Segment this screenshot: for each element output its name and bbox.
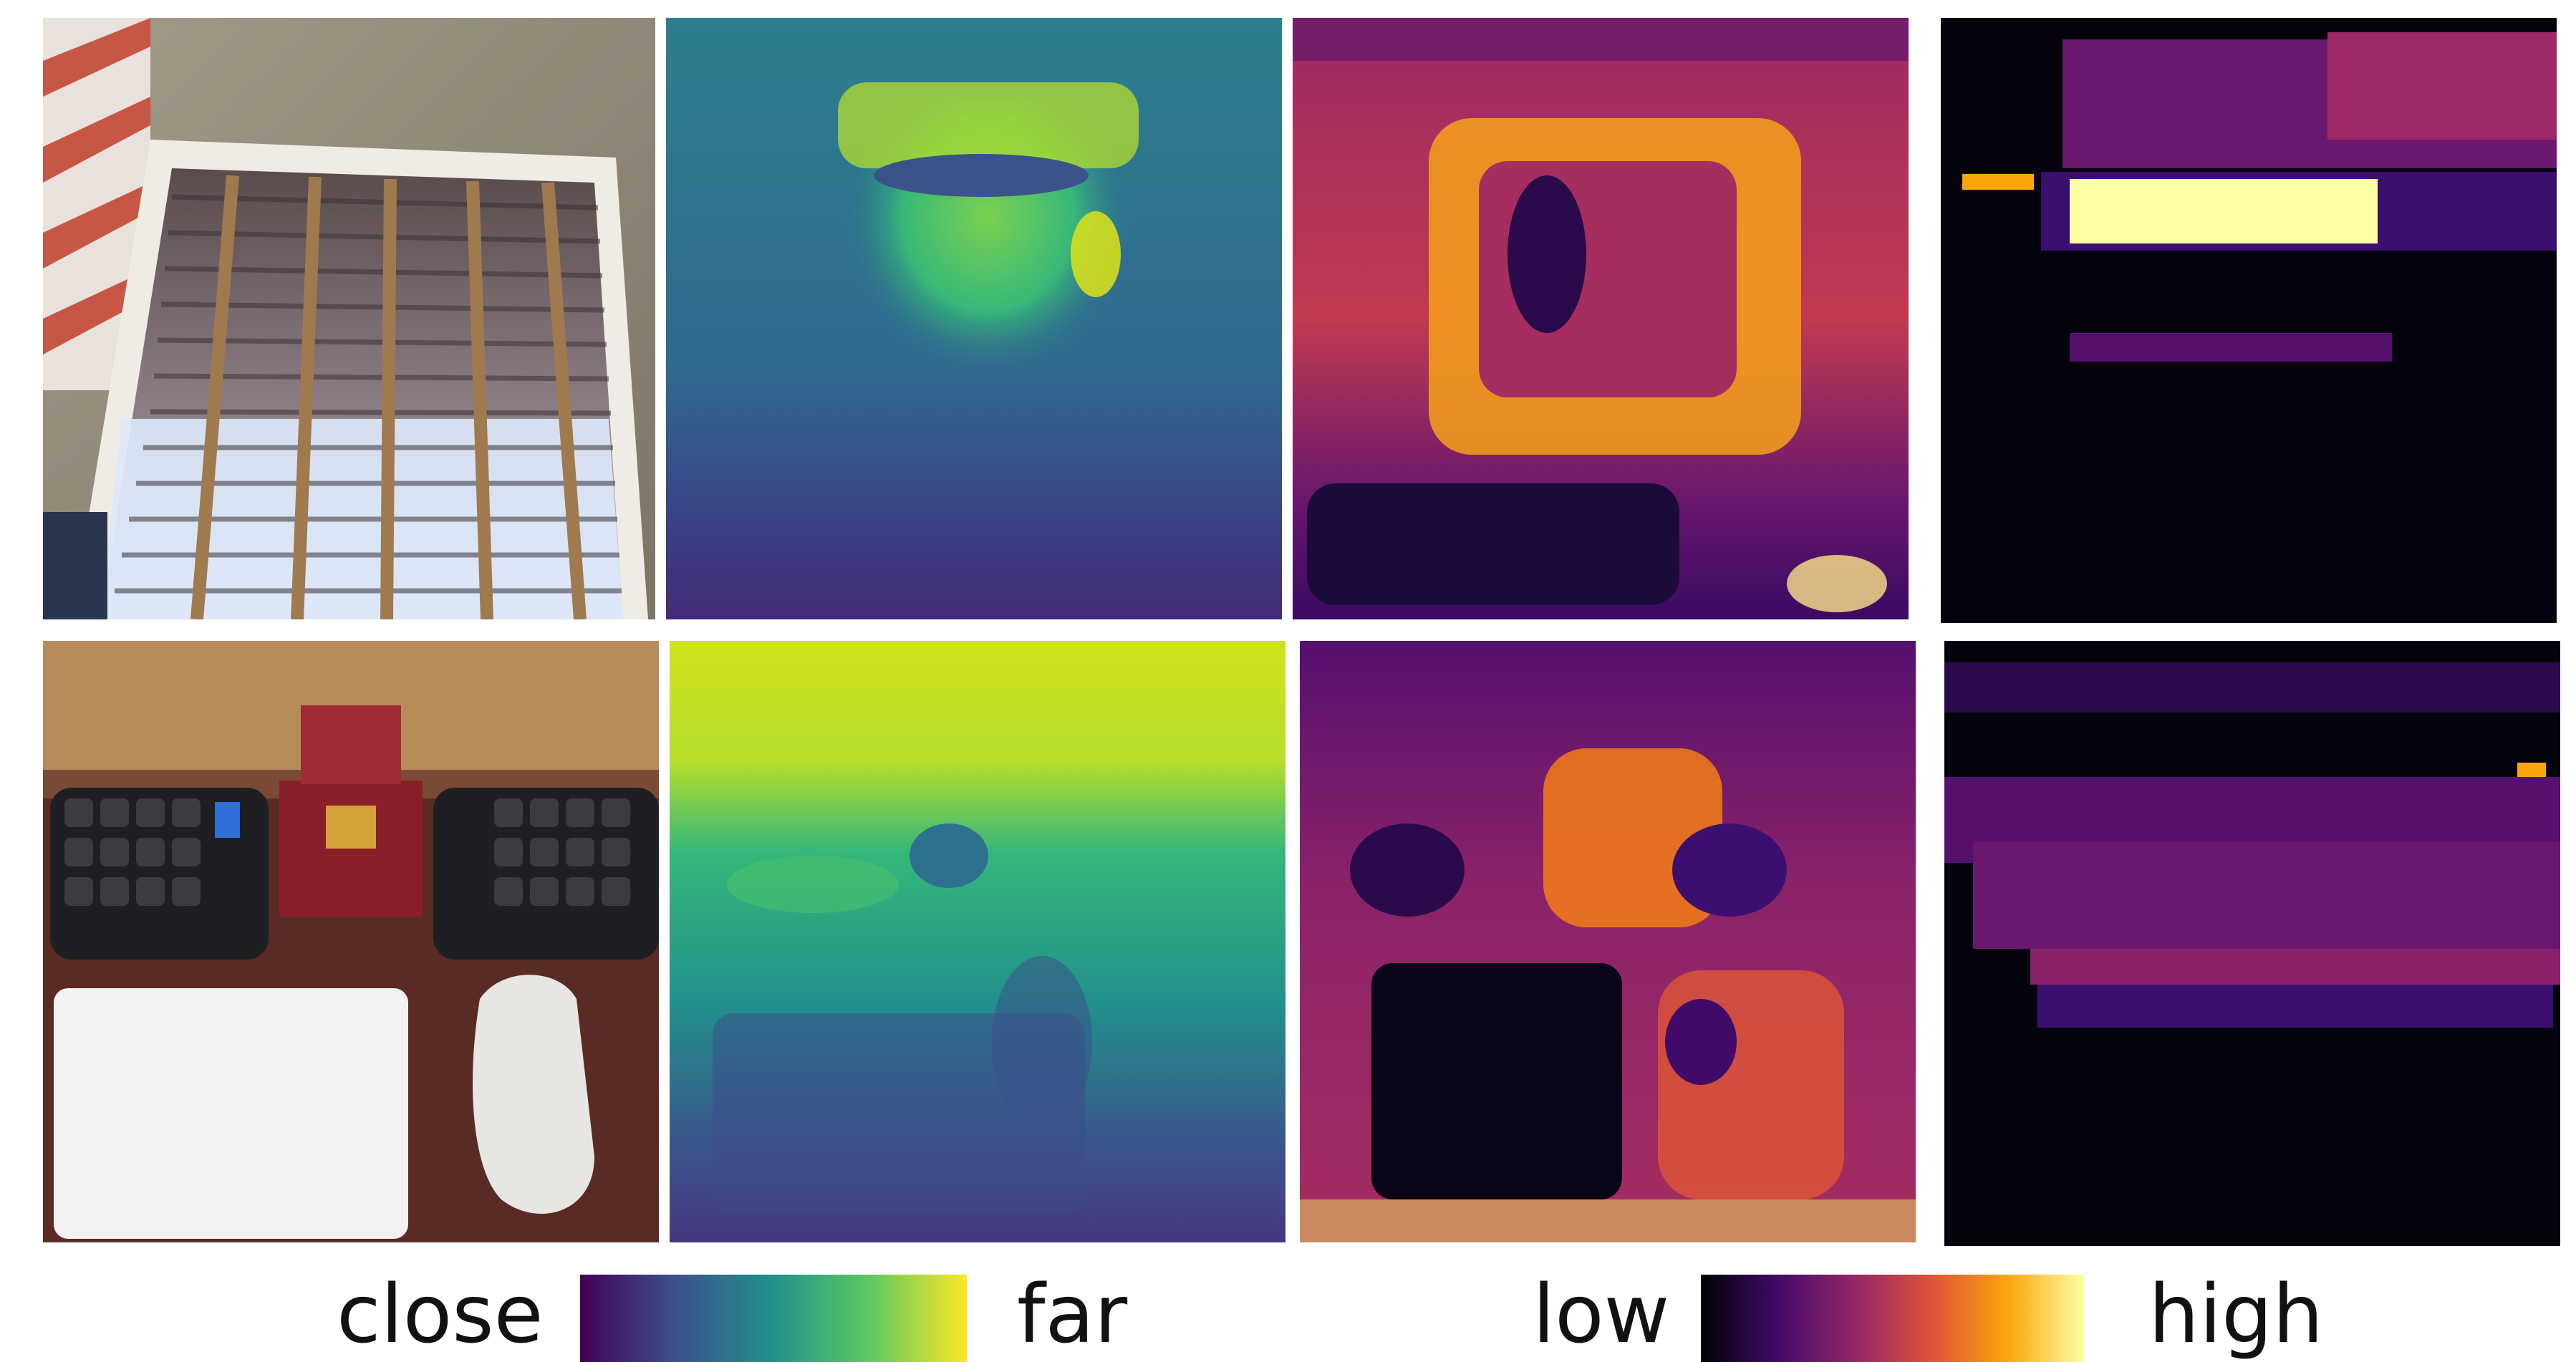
legend-low-label: low — [1533, 1268, 1670, 1361]
heatmap-inferno-row1 — [1293, 18, 1909, 619]
heatmap-inferno-sparse-row2 — [1944, 641, 2560, 1246]
photo-window-blinds — [43, 18, 655, 619]
inferno-colorbar — [1701, 1275, 2084, 1362]
depth-map-viridis-row1 — [666, 18, 1282, 619]
depth-map-viridis-row2 — [670, 641, 1285, 1242]
photo-desk-keyboards — [43, 641, 659, 1242]
legend-high-label: high — [2148, 1268, 2324, 1361]
heatmap-inferno-sparse-row1 — [1941, 18, 2557, 623]
legend-close-label: close — [337, 1268, 544, 1361]
legend-far-label: far — [1017, 1268, 1128, 1361]
viridis-colorbar — [580, 1275, 967, 1362]
heatmap-inferno-row2 — [1300, 641, 1916, 1242]
